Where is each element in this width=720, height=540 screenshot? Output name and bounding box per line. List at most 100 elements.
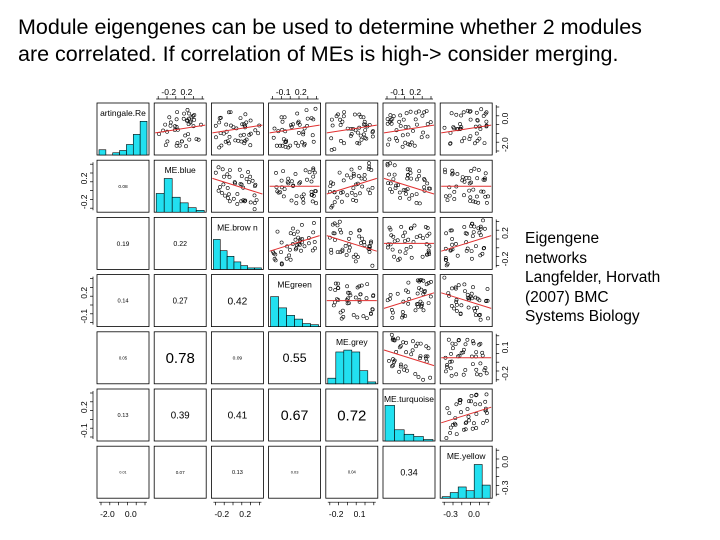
scatter-point: [344, 253, 349, 257]
histogram-bar: [465, 490, 475, 499]
scatter-point: [483, 366, 488, 370]
scatter-point: [307, 170, 312, 175]
scatter-point: [408, 109, 413, 114]
scatter-point: [395, 138, 400, 143]
scatter-point: [473, 124, 478, 129]
scatter-point: [359, 137, 364, 142]
scatter-point: [329, 147, 334, 152]
slide-title: Module eigengenes can be used to determi…: [18, 14, 718, 68]
scatter-point: [283, 140, 288, 145]
scatter-point: [415, 291, 420, 296]
scatter-point: [470, 234, 475, 239]
scatter-point: [414, 110, 419, 115]
scatter-point: [427, 252, 432, 257]
scatter-point: [358, 133, 363, 138]
scatter-point: [232, 180, 237, 185]
scatter-point: [444, 365, 449, 369]
scatter-point: [331, 303, 336, 308]
scatter-point: [415, 278, 420, 283]
citation-line-3: Langfelder, Horvath: [525, 269, 661, 286]
scatter-point: [165, 139, 170, 144]
scatter-point: [481, 177, 486, 182]
scatter-point: [250, 178, 255, 183]
scatter-point: [462, 193, 466, 198]
scatter-point: [362, 177, 367, 182]
scatter-point: [481, 189, 486, 194]
scatter-point: [286, 181, 291, 186]
scatter-point: [473, 200, 478, 205]
scatter-point: [448, 228, 453, 233]
scatter-point: [314, 201, 319, 206]
scatter-point: [388, 227, 393, 232]
panel-r4-c0: [96, 331, 150, 385]
scatter-point: [185, 119, 189, 123]
histogram-bar: [367, 381, 377, 385]
scatter-point: [418, 299, 423, 304]
scatter-point: [444, 436, 449, 440]
scatter-point: [405, 167, 410, 172]
scatter-point: [474, 131, 479, 136]
scatter-point: [330, 222, 335, 227]
smoother-line: [269, 235, 320, 252]
scatter-point: [467, 296, 472, 301]
scatter-point: [469, 393, 474, 398]
scatter-point: [482, 141, 487, 146]
panel-r3-c1: [153, 274, 207, 328]
scatter-point: [413, 117, 418, 122]
scatter-point: [418, 233, 423, 238]
tick-label: 0.1: [500, 341, 510, 353]
scatter-point: [343, 243, 348, 248]
scatter-point: [336, 112, 340, 117]
scatter-point: [478, 361, 483, 366]
scatter-point: [463, 342, 468, 347]
scatter-point: [462, 136, 467, 141]
scatter-point: [242, 141, 247, 146]
scatter-point: [471, 187, 476, 192]
scatter-point: [466, 414, 471, 419]
scatter-point: [385, 161, 390, 166]
scatter-point: [478, 402, 483, 407]
scatter-point: [461, 350, 466, 355]
smoother-line: [326, 124, 377, 134]
scatter-point: [443, 170, 448, 175]
scatter-point: [478, 317, 483, 322]
scatter-point: [181, 116, 186, 121]
scatter-point: [365, 282, 370, 287]
scatter-point: [370, 263, 375, 268]
scatter-point: [305, 177, 309, 182]
scatter-point: [218, 185, 222, 189]
scatter-point: [228, 110, 233, 115]
scatter-point: [419, 135, 424, 140]
correlation-value: 0.39: [171, 411, 190, 422]
scatter-point: [311, 174, 316, 179]
scatter-point: [421, 377, 426, 382]
scatter-point: [295, 243, 300, 248]
scatter-point: [385, 163, 390, 168]
scatter-point: [473, 244, 478, 249]
scatter-point: [447, 411, 452, 416]
scatter-point: [391, 363, 396, 368]
scatter-point: [219, 190, 224, 195]
scatter-point: [234, 126, 239, 131]
scatter-point: [452, 197, 457, 201]
scatter-point: [473, 402, 478, 407]
scatter-point: [454, 372, 459, 377]
smoother-line: [383, 349, 435, 367]
scatter-point: [345, 173, 349, 178]
scatter-point: [421, 236, 426, 241]
scatter-point: [392, 172, 397, 177]
scatter-point: [355, 140, 360, 145]
scatter-point: [225, 172, 230, 177]
scatter-point: [214, 135, 218, 140]
scatter-point: [471, 230, 476, 235]
scatter-point: [449, 228, 454, 233]
scatter-point: [361, 122, 366, 127]
scatter-point: [309, 116, 314, 121]
scatter-point: [410, 348, 415, 353]
scatter-point: [412, 223, 417, 228]
scatter-point: [361, 115, 366, 120]
panel-r5-c3: [268, 388, 322, 442]
tick-label: -0.2: [500, 251, 510, 266]
correlation-value: 0.67: [281, 408, 309, 424]
scatter-point: [222, 174, 226, 179]
